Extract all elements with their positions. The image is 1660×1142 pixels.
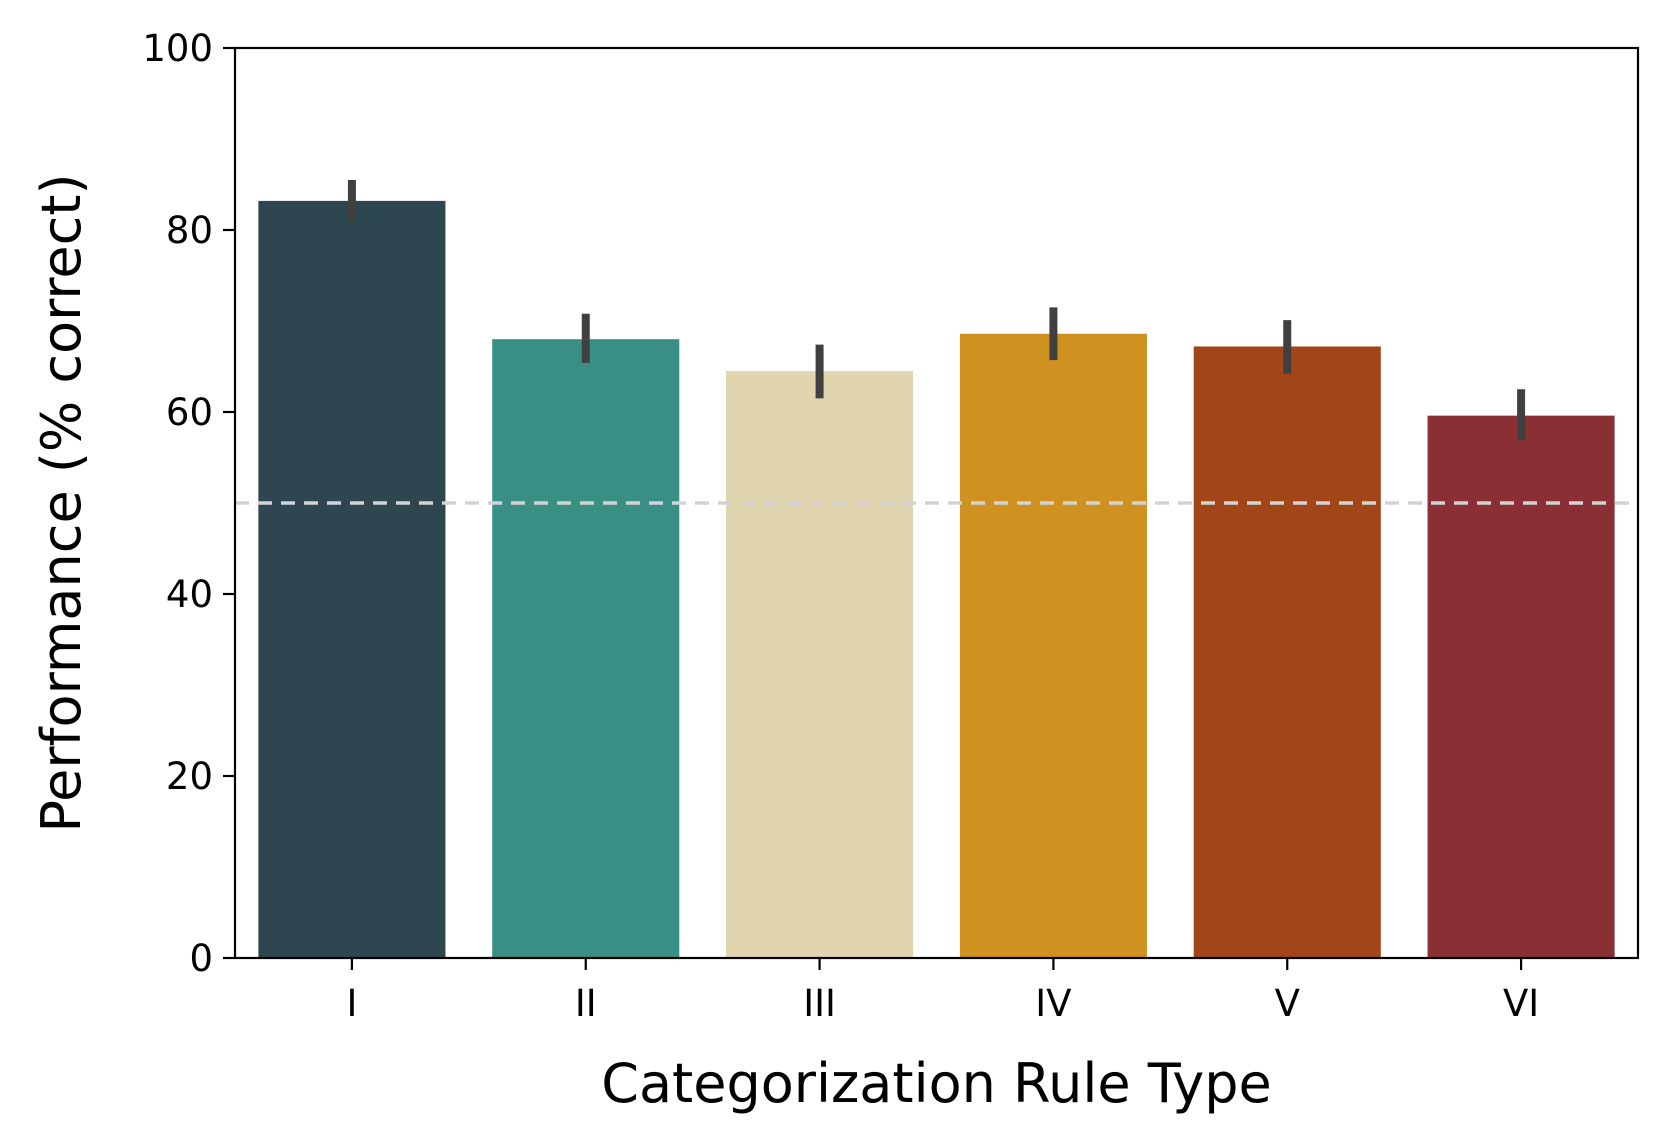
- x-tick-label: II: [575, 982, 597, 1025]
- error-bars-layer: [347, 179, 1526, 441]
- x-tick-label: VI: [1503, 982, 1539, 1025]
- y-tick-label: 40: [166, 573, 213, 616]
- y-tick-label: 20: [166, 755, 213, 798]
- bar-III: [726, 371, 914, 958]
- y-tick-label: 100: [142, 27, 213, 70]
- y-axis-ticks: 0 20 40 60 80 100: [142, 27, 235, 980]
- y-axis-title: Performance (% correct): [30, 173, 93, 832]
- x-tick-label: I: [346, 982, 357, 1025]
- bar-IV: [959, 333, 1147, 958]
- bar-VI: [1427, 415, 1615, 958]
- bar-I: [258, 200, 446, 958]
- y-tick-label: 80: [166, 209, 213, 252]
- x-tick-label: IV: [1035, 982, 1071, 1025]
- plot-frame: [233, 46, 1640, 960]
- y-tick-label: 0: [189, 937, 213, 980]
- bar-II: [492, 339, 680, 958]
- y-tick-label: 60: [166, 391, 213, 434]
- x-axis-ticks: I II III IV V VI: [346, 958, 1539, 1025]
- x-axis-title: Categorization Rule Type: [601, 1052, 1272, 1115]
- bars-layer: [258, 200, 1615, 959]
- x-tick-label: V: [1275, 982, 1300, 1025]
- x-tick-label: III: [803, 982, 836, 1025]
- bar-V: [1193, 346, 1381, 959]
